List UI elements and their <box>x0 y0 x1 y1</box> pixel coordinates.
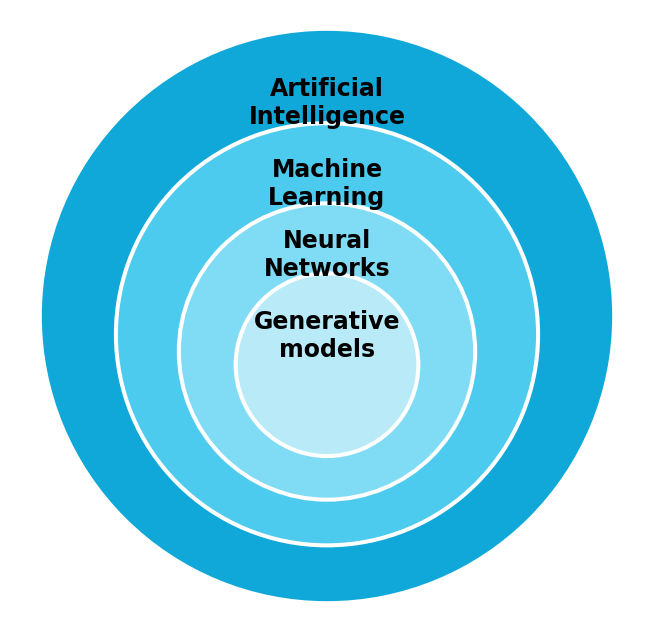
Circle shape <box>181 205 473 497</box>
Text: Artificial
Intelligence: Artificial Intelligence <box>249 77 405 129</box>
Circle shape <box>233 271 421 458</box>
Text: Neural
Networks: Neural Networks <box>264 229 390 281</box>
Circle shape <box>38 27 616 605</box>
Text: Machine
Learning: Machine Learning <box>268 158 386 210</box>
Circle shape <box>42 31 612 601</box>
Circle shape <box>118 125 536 544</box>
Circle shape <box>177 202 477 502</box>
Circle shape <box>114 121 540 547</box>
Circle shape <box>237 276 417 454</box>
Text: Generative
models: Generative models <box>254 310 400 362</box>
